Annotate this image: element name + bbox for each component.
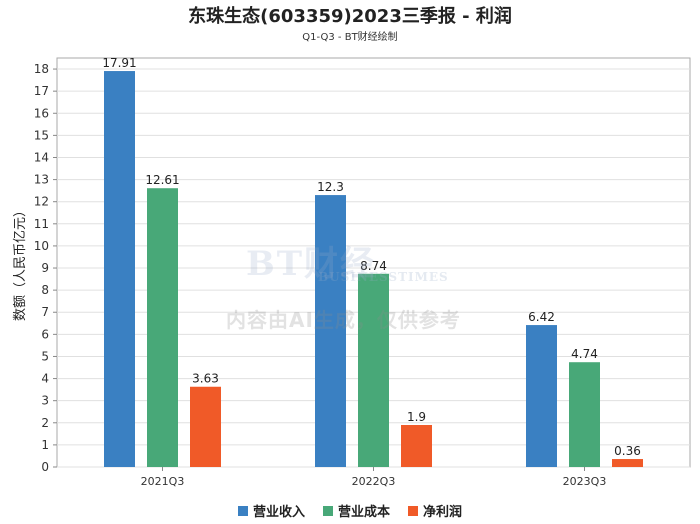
x-tick-label: 2022Q3 <box>352 475 396 488</box>
y-tick-label: 4 <box>41 372 49 386</box>
y-axis-label: 数额（人民币亿元） <box>13 204 28 321</box>
y-tick-label: 13 <box>34 173 49 187</box>
bar-value-label: 6.42 <box>528 310 555 324</box>
chart-title: 东珠生态(603359)2023三季报 - 利润 <box>188 6 512 27</box>
y-tick-label: 16 <box>34 106 49 120</box>
y-tick-label: 8 <box>41 283 49 297</box>
legend-item-cost[interactable]: 营业成本 <box>322 501 390 520</box>
y-tick-label: 14 <box>34 150 49 164</box>
x-tick-label: 2023Q3 <box>563 475 607 488</box>
bar-value-label: 8.74 <box>360 259 387 273</box>
bar <box>358 273 389 467</box>
y-tick-label: 3 <box>41 394 49 408</box>
bar-value-label: 3.63 <box>192 372 219 386</box>
legend-item-revenue[interactable]: 营业收入 <box>237 501 305 520</box>
chart-legend: 营业收入 营业成本 净利润 <box>0 501 700 520</box>
y-tick-label: 6 <box>41 327 49 341</box>
legend-swatch-cost <box>322 505 333 516</box>
watermark-disclaimer: 内容由AI生成，仅供参考 <box>226 308 461 332</box>
y-tick-label: 10 <box>34 239 49 253</box>
y-tick-label: 12 <box>34 195 49 209</box>
y-tick-label: 15 <box>34 128 49 142</box>
bar <box>147 188 178 468</box>
legend-item-net-profit[interactable]: 净利润 <box>408 501 462 520</box>
bar <box>569 362 600 467</box>
bar <box>315 195 346 468</box>
legend-label-revenue: 营业收入 <box>252 505 305 520</box>
bar-value-label: 0.36 <box>614 444 641 458</box>
y-tick-label: 5 <box>41 349 49 363</box>
bar-value-label: 1.9 <box>407 410 426 424</box>
legend-label-net-profit: 净利润 <box>423 505 463 520</box>
y-tick-label: 7 <box>41 305 49 319</box>
y-tick-label: 2 <box>41 416 49 430</box>
legend-swatch-net-profit <box>408 505 418 516</box>
bar <box>401 424 432 467</box>
bar <box>526 325 557 467</box>
x-tick-label: 2021Q3 <box>141 475 185 488</box>
bar-value-label: 4.74 <box>571 347 598 361</box>
watermark-logo: BT财经 <box>246 244 377 284</box>
y-tick-label: 17 <box>34 84 49 98</box>
watermark-logo-subtext: BUSINESSTIMES <box>318 270 449 284</box>
legend-label-cost: 营业成本 <box>337 505 390 520</box>
bar-value-label: 12.61 <box>145 173 179 187</box>
bar <box>104 71 135 467</box>
bar <box>190 386 221 467</box>
bar <box>612 459 643 467</box>
bar-value-label: 12.3 <box>317 180 344 194</box>
bar-value-label: 17.91 <box>102 56 136 70</box>
chart-subtitle: Q1-Q3 - BT财经绘制 <box>302 32 398 43</box>
legend-swatch-revenue <box>237 505 248 516</box>
y-tick-label: 1 <box>41 438 49 452</box>
y-tick-label: 11 <box>34 217 49 231</box>
y-tick-label: 9 <box>41 261 49 275</box>
y-tick-label: 18 <box>34 62 49 76</box>
y-tick-label: 0 <box>41 460 49 474</box>
